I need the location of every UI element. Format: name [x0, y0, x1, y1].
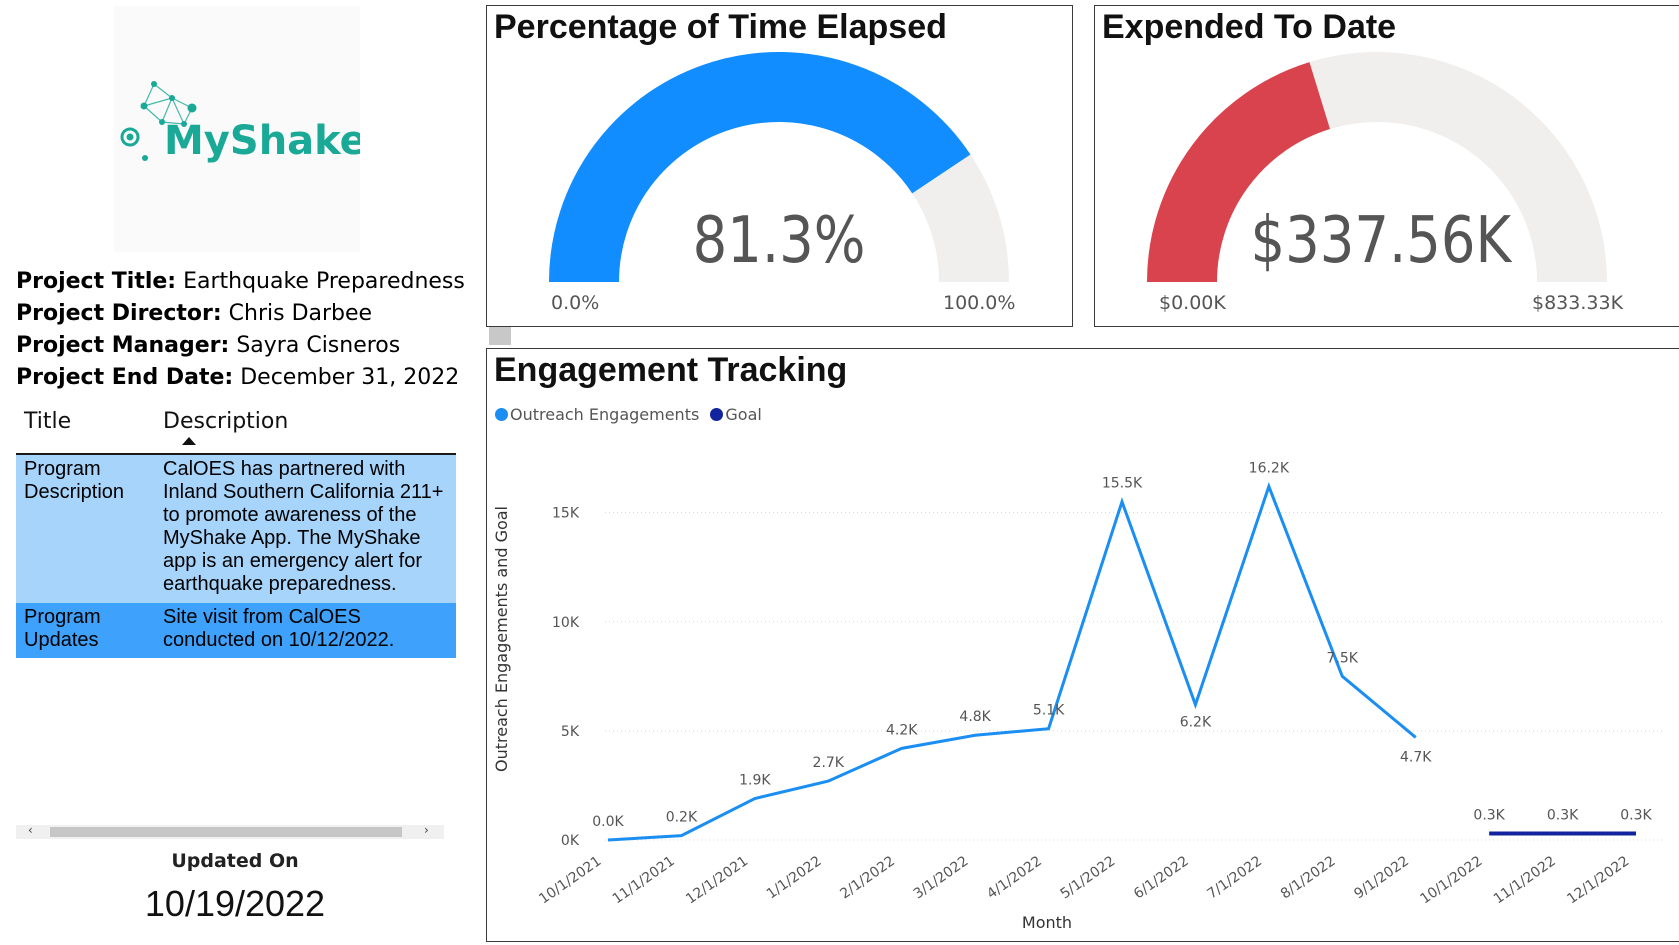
data-label: 15.5K — [1102, 476, 1143, 492]
data-label: 2.7K — [813, 755, 845, 771]
legend-item-goal[interactable]: Goal — [710, 405, 762, 424]
x-tick-label: 11/1/2022 — [1491, 853, 1559, 907]
legend-item-outreach[interactable]: Outreach Engagements — [495, 405, 699, 424]
y-tick-label: 0K — [561, 833, 580, 849]
x-tick-label: 1/1/2022 — [764, 853, 825, 902]
gauge-value: $337.56K — [1250, 204, 1512, 278]
data-label: 0.3K — [1473, 807, 1505, 823]
gauge-min-label: 0.0% — [551, 292, 600, 314]
engagement-tracking-card[interactable]: Engagement Tracking Outreach Engagements… — [486, 348, 1679, 942]
data-labels: 0.0K 0.2K 1.9K 2.7K 4.2K 4.8K 5.1K 15.5K 6.2K 16.… — [592, 460, 1652, 830]
updated-on-label: Updated On — [171, 850, 299, 872]
x-tick-label: 5/1/2022 — [1058, 853, 1119, 902]
x-tick-label: 8/1/2022 — [1278, 853, 1339, 902]
gauge-fill — [1147, 62, 1331, 283]
x-axis-title: Month — [1022, 913, 1072, 932]
y-axis-ticks: 0K 5K 10K 15K — [552, 506, 580, 849]
data-label: 0.3K — [1547, 807, 1579, 823]
updated-on-date: 10/19/2022 — [144, 883, 326, 924]
table-row[interactable]: Program Updates Site visit from CalOES c… — [16, 603, 456, 658]
x-axis-ticks: 10/1/2021 11/1/2021 12/1/2021 1/1/2022 2/1/2… — [536, 853, 1632, 907]
x-tick-label: 11/1/2021 — [610, 853, 678, 907]
x-tick-label: 7/1/2022 — [1204, 853, 1265, 902]
data-label: 1.9K — [739, 773, 771, 789]
seismic-network-icon: MyShake — [120, 81, 367, 164]
data-label: 4.2K — [886, 722, 918, 738]
project-director-line: Project Director: Chris Darbee — [16, 298, 372, 330]
x-tick-label: 2/1/2022 — [837, 853, 898, 902]
gauge-max-label: $833.33K — [1532, 292, 1624, 314]
legend-label: Outreach Engagements — [510, 405, 700, 424]
y-tick-label: 10K — [552, 615, 580, 631]
series-lines — [607, 482, 1637, 842]
legend-label: Goal — [725, 405, 762, 424]
data-label: 4.8K — [959, 709, 991, 725]
row-description: CalOES has partnered with Inland Souther… — [163, 458, 444, 595]
expended-to-date-card[interactable]: Expended To Date $337.56K $0.00K $833.33… — [1094, 5, 1679, 327]
scroll-left-icon[interactable]: ‹ — [28, 823, 33, 837]
x-tick-label: 10/1/2022 — [1417, 853, 1485, 907]
scroll-right-icon[interactable]: › — [424, 823, 429, 837]
x-tick-label: 9/1/2022 — [1351, 853, 1412, 902]
project-end-date-label: Project End Date: — [16, 365, 234, 390]
series-line — [607, 482, 1417, 842]
data-label: 0.0K — [592, 814, 624, 830]
x-tick-label: 10/1/2021 — [536, 853, 604, 907]
column-header-description[interactable]: Description — [163, 409, 289, 434]
data-label: 0.3K — [1620, 807, 1652, 823]
card-title: Engagement Tracking — [494, 351, 848, 389]
data-label: 0.2K — [666, 810, 698, 826]
logo-text: MyShake — [164, 118, 360, 164]
legend-dot — [710, 408, 724, 421]
project-end-date-value: December 31, 2022 — [240, 365, 460, 390]
y-tick-label: 15K — [552, 506, 580, 522]
data-label: 6.2K — [1180, 715, 1212, 731]
gauge-max-label: 100.0% — [943, 292, 1016, 314]
data-label: 5.1K — [1033, 703, 1065, 719]
legend-dot — [495, 408, 508, 421]
y-axis-title: Outreach Engagements and Goal — [492, 506, 511, 772]
data-label: 4.7K — [1400, 749, 1432, 765]
engagement-line-chart: 0K 5K 10K 15K 10/1/2021 11/1/2021 12/1/2021 1/… — [492, 460, 1663, 932]
project-title-line: Project Title: Earthquake Preparedness — [16, 266, 465, 298]
x-tick-label: 12/1/2021 — [683, 853, 751, 907]
project-manager-value: Sayra Cisneros — [236, 333, 401, 358]
time-elapsed-card[interactable]: Percentage of Time Elapsed 81.3% 0.0% 10… — [486, 5, 1073, 327]
gauge-fill — [549, 52, 971, 283]
gauge-min-label: $0.00K — [1159, 292, 1226, 314]
sort-ascending-icon — [182, 437, 196, 445]
visual-header-handle[interactable] — [489, 327, 511, 345]
x-tick-label: 6/1/2022 — [1131, 853, 1192, 902]
horizontal-scrollbar[interactable]: ‹ › — [16, 823, 444, 839]
column-header-title[interactable]: Title — [24, 409, 72, 434]
table-row[interactable]: Program Description CalOES has partnered… — [16, 455, 456, 603]
x-tick-label: 4/1/2022 — [984, 853, 1045, 902]
card-title: Percentage of Time Elapsed — [494, 8, 947, 46]
project-end-date-line: Project End Date: December 31, 2022 — [16, 362, 459, 394]
data-label: 7.5K — [1327, 650, 1359, 666]
chart-legend: Outreach Engagements Goal — [495, 405, 768, 424]
x-tick-label: 3/1/2022 — [911, 853, 972, 902]
expended-gauge — [1147, 52, 1607, 283]
time-elapsed-gauge — [549, 52, 1009, 283]
gauge-value: 81.3% — [692, 204, 866, 278]
x-tick-label: 12/1/2022 — [1564, 853, 1632, 907]
grid-lines — [605, 512, 1663, 841]
row-title: Program Description — [24, 458, 125, 503]
data-label: 16.2K — [1249, 460, 1290, 476]
row-title: Program Updates — [24, 606, 101, 651]
project-manager-line: Project Manager: Sayra Cisneros — [16, 330, 400, 362]
logo: MyShake — [114, 6, 367, 252]
scrollbar-thumb[interactable] — [50, 827, 402, 837]
project-title-value: Earthquake Preparedness — [183, 269, 465, 294]
y-tick-label: 5K — [561, 724, 580, 740]
project-director-label: Project Director: — [16, 301, 222, 326]
row-description: Site visit from CalOES conducted on 10/1… — [163, 606, 395, 651]
card-title: Expended To Date — [1102, 8, 1397, 46]
project-director-value: Chris Darbee — [228, 301, 373, 326]
project-manager-label: Project Manager: — [16, 333, 230, 358]
table-header: Title Description — [16, 405, 456, 455]
project-title-label: Project Title: — [16, 269, 177, 294]
